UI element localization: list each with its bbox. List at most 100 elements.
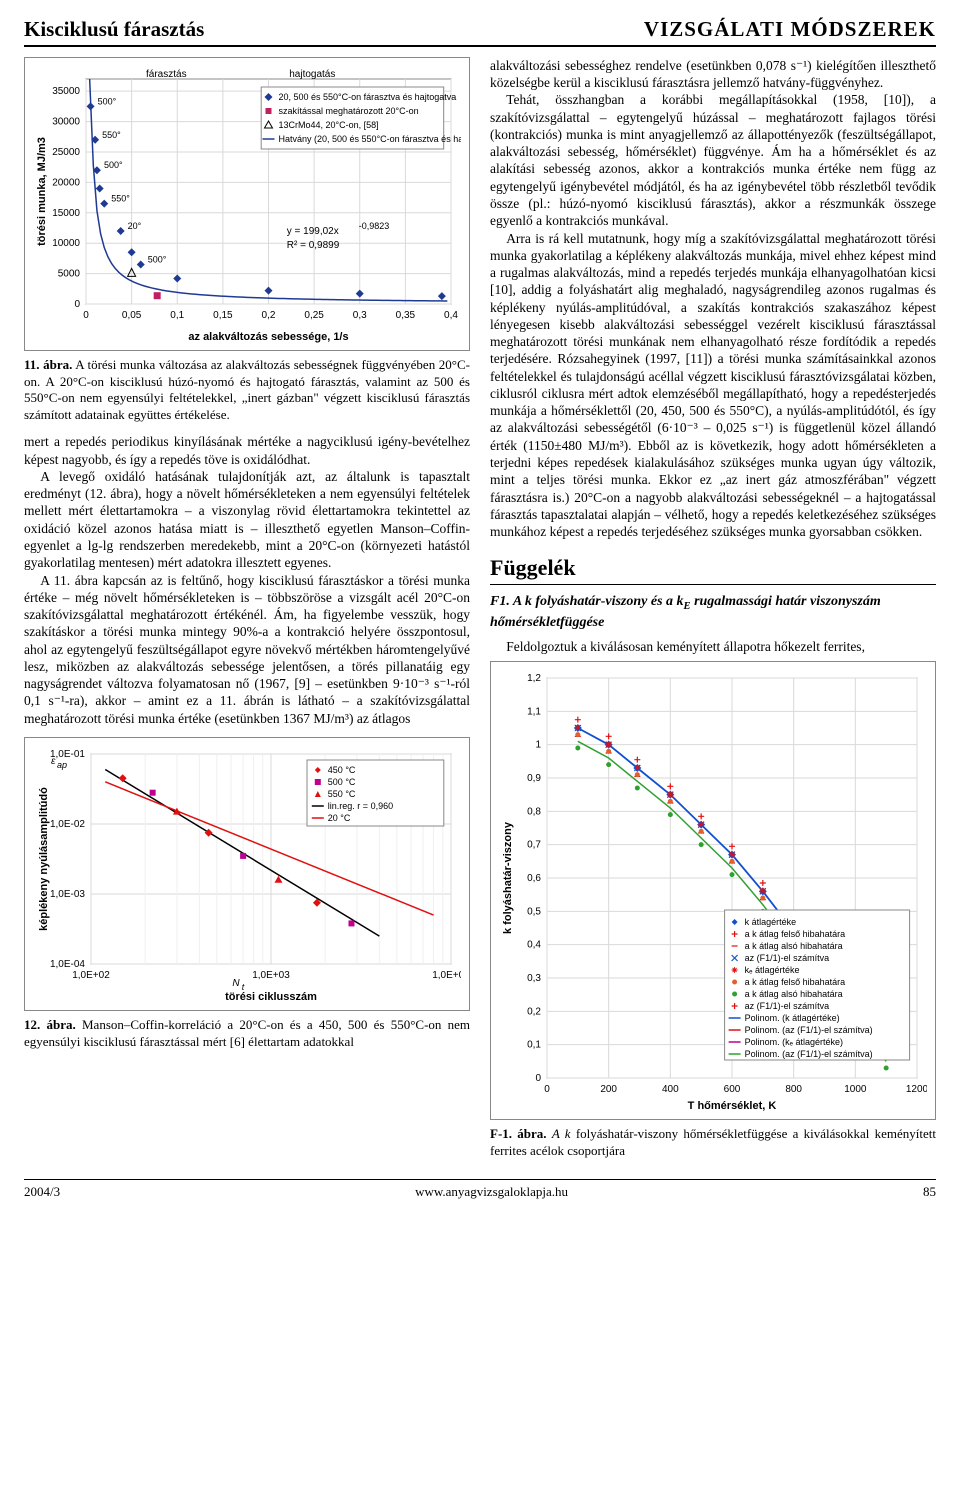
left-p3: A 11. ábra kapcsán az is feltűnő, hogy k… bbox=[24, 572, 470, 727]
svg-text:k folyáshatár-viszony: k folyáshatár-viszony bbox=[502, 821, 514, 934]
svg-text:5000: 5000 bbox=[58, 268, 81, 279]
svg-text:0: 0 bbox=[544, 1084, 550, 1095]
svg-text:1000: 1000 bbox=[844, 1084, 867, 1095]
svg-text:lin.reg. r = 0,960: lin.reg. r = 0,960 bbox=[328, 801, 393, 811]
svg-text:képlékeny nyúlásamplitúdó: képlékeny nyúlásamplitúdó bbox=[38, 787, 50, 931]
svg-text:500°: 500° bbox=[104, 160, 123, 170]
svg-text:0,2: 0,2 bbox=[527, 1006, 541, 1017]
svg-text:1,0E-04: 1,0E-04 bbox=[50, 959, 85, 970]
chart-f1: 02004006008001000120000,10,20,30,40,50,6… bbox=[490, 661, 936, 1120]
svg-text:200: 200 bbox=[600, 1084, 617, 1095]
caption-f1: F-1. ábra. A k folyáshatár-viszony hőmér… bbox=[490, 1126, 936, 1159]
svg-text:0: 0 bbox=[535, 1073, 541, 1084]
svg-text:25000: 25000 bbox=[52, 147, 80, 158]
caption-11: 11. ábra. A törési munka változása az al… bbox=[24, 357, 470, 424]
left-p1: mert a repedés periodikus kinyílásának m… bbox=[24, 433, 470, 468]
svg-text:Polinom. (az (F1/1)-el számítv: Polinom. (az (F1/1)-el számítva) bbox=[745, 1025, 873, 1035]
svg-text:N: N bbox=[232, 978, 240, 989]
right-column: alakváltozási sebességhez rendelve (eset… bbox=[490, 57, 936, 1169]
svg-text:10000: 10000 bbox=[52, 238, 80, 249]
chart-11-svg: 00,050,10,150,20,250,30,350,405000100001… bbox=[31, 64, 461, 344]
svg-text:600: 600 bbox=[724, 1084, 741, 1095]
svg-text:0,9: 0,9 bbox=[527, 773, 541, 784]
svg-text:R² = 0,9899: R² = 0,9899 bbox=[287, 240, 340, 251]
header-left: Kisciklusú fárasztás bbox=[24, 16, 204, 43]
svg-text:400: 400 bbox=[662, 1084, 679, 1095]
svg-text:500°: 500° bbox=[148, 254, 167, 264]
content-columns: 00,050,10,150,20,250,30,350,405000100001… bbox=[24, 57, 936, 1169]
section-heading: Függelék bbox=[490, 554, 936, 585]
svg-text:fárasztás: fárasztás bbox=[146, 69, 187, 80]
svg-text:törési munka, MJ/m3: törési munka, MJ/m3 bbox=[36, 137, 48, 246]
left-column: 00,050,10,150,20,250,30,350,405000100001… bbox=[24, 57, 470, 1169]
right-p2: Tehát, összhangban a korábbi megállapítá… bbox=[490, 91, 936, 229]
svg-text:1,0E+02: 1,0E+02 bbox=[72, 970, 110, 981]
svg-text:0,2: 0,2 bbox=[262, 310, 276, 321]
svg-text:1,0E+04: 1,0E+04 bbox=[432, 970, 461, 981]
svg-text:szakítással meghatározott 20°C: szakítással meghatározott 20°C-on bbox=[279, 106, 419, 116]
chart-11: 00,050,10,150,20,250,30,350,405000100001… bbox=[24, 57, 470, 351]
svg-text:0,8: 0,8 bbox=[527, 806, 541, 817]
caption-12-text: Manson–Coffin-korreláció a 20°C-on és a … bbox=[24, 1017, 470, 1049]
svg-text:az alakváltozás sebessége, 1/s: az alakváltozás sebessége, 1/s bbox=[188, 331, 348, 343]
svg-text:hajtogatás: hajtogatás bbox=[289, 69, 335, 80]
chart-f1-svg: 02004006008001000120000,10,20,30,40,50,6… bbox=[497, 668, 927, 1113]
svg-text:Polinom. (kₑ átlagértéke): Polinom. (kₑ átlagértéke) bbox=[745, 1037, 843, 1047]
header-right: VIZSGÁLATI MÓDSZEREK bbox=[644, 16, 936, 43]
svg-text:0: 0 bbox=[83, 310, 89, 321]
right-p3: Arra is rá kell mutatnunk, hogy míg a sz… bbox=[490, 230, 936, 541]
left-p2: A levegő oxidáló hatásának tulajdonítják… bbox=[24, 468, 470, 572]
chart-12-svg: 1,0E+02 1,0E+03 1,0E+04 1,0E-04 1,0E-03 1,0E-… bbox=[31, 744, 461, 1004]
page-footer: 2004/3 www.anyagvizsgaloklapja.hu 85 bbox=[24, 1179, 936, 1201]
caption-f1-text: A k folyáshatár-viszony hőmérsékletfüggé… bbox=[490, 1126, 936, 1158]
svg-text:0,1: 0,1 bbox=[170, 310, 184, 321]
svg-text:20°: 20° bbox=[128, 221, 142, 231]
svg-text:1,0E-03: 1,0E-03 bbox=[50, 889, 85, 900]
svg-text:-0,9823: -0,9823 bbox=[359, 221, 390, 231]
svg-text:550 °C: 550 °C bbox=[328, 789, 356, 799]
svg-text:Hatvány (20, 500 és 550°C-on f: Hatvány (20, 500 és 550°C-on fárasztva é… bbox=[279, 134, 462, 144]
caption-11-text: A törési munka változása az alakváltozás… bbox=[24, 357, 470, 422]
svg-text:1,0E-02: 1,0E-02 bbox=[50, 819, 85, 830]
svg-text:1,2: 1,2 bbox=[527, 673, 541, 684]
svg-text:Polinom. (az (F1/1)-el számítv: Polinom. (az (F1/1)-el számítva) bbox=[745, 1049, 873, 1059]
svg-text:kₑ átlagértéke: kₑ átlagértéke bbox=[745, 965, 800, 975]
svg-text:20000: 20000 bbox=[52, 177, 80, 188]
caption-12: 12. ábra. Manson–Coffin-korreláció a 20°… bbox=[24, 1017, 470, 1050]
svg-text:a k átlag alsó hibahatára: a k átlag alsó hibahatára bbox=[745, 941, 843, 951]
caption-11-label: 11. ábra. bbox=[24, 357, 72, 372]
svg-text:1,0E+03: 1,0E+03 bbox=[252, 970, 290, 981]
svg-text:500 °C: 500 °C bbox=[328, 777, 356, 787]
svg-text:1200: 1200 bbox=[906, 1084, 927, 1095]
svg-text:550°: 550° bbox=[102, 130, 121, 140]
svg-text:1: 1 bbox=[535, 740, 541, 751]
svg-text:k átlagértéke: k átlagértéke bbox=[745, 917, 797, 927]
sub-text: Feldolgoztuk a kiválásosan keményített á… bbox=[490, 638, 936, 655]
subsection-heading: F1. A k folyáshatár-viszony és a kE ruga… bbox=[490, 593, 936, 631]
svg-text:13CrMo44, 20°C-on, [58]: 13CrMo44, 20°C-on, [58] bbox=[279, 120, 379, 130]
svg-text:ap: ap bbox=[57, 760, 67, 770]
svg-text:0,05: 0,05 bbox=[122, 310, 142, 321]
svg-text:0,6: 0,6 bbox=[527, 873, 541, 884]
svg-text:0,4: 0,4 bbox=[527, 940, 541, 951]
svg-text:550°: 550° bbox=[111, 194, 130, 204]
svg-text:30000: 30000 bbox=[52, 116, 80, 127]
svg-text:0,1: 0,1 bbox=[527, 1040, 541, 1051]
svg-text:800: 800 bbox=[785, 1084, 802, 1095]
svg-text:Polinom. (k átlagértéke): Polinom. (k átlagértéke) bbox=[745, 1013, 840, 1023]
svg-text:20, 500 és 550°C-on fárasztva: 20, 500 és 550°C-on fárasztva és hajtoga… bbox=[279, 92, 457, 102]
chart-12: 1,0E+02 1,0E+03 1,0E+04 1,0E-04 1,0E-03 1,0E-… bbox=[24, 737, 470, 1011]
svg-text:0,3: 0,3 bbox=[527, 973, 541, 984]
svg-text:450 °C: 450 °C bbox=[328, 765, 356, 775]
svg-text:500°: 500° bbox=[98, 96, 117, 106]
svg-text:0: 0 bbox=[74, 299, 80, 310]
svg-text:0,25: 0,25 bbox=[304, 310, 324, 321]
svg-text:a k átlag felső hibahatára: a k átlag felső hibahatára bbox=[745, 977, 846, 987]
svg-text:35000: 35000 bbox=[52, 86, 80, 97]
svg-text:a k átlag felső hibahatára: a k átlag felső hibahatára bbox=[745, 929, 846, 939]
footer-center: www.anyagvizsgaloklapja.hu bbox=[415, 1184, 568, 1201]
caption-f1-label: F-1. ábra. bbox=[490, 1126, 547, 1141]
svg-text:0,7: 0,7 bbox=[527, 840, 541, 851]
svg-text:0,4: 0,4 bbox=[444, 310, 458, 321]
svg-text:a k átlag alsó hibahatára: a k átlag alsó hibahatára bbox=[745, 989, 843, 999]
